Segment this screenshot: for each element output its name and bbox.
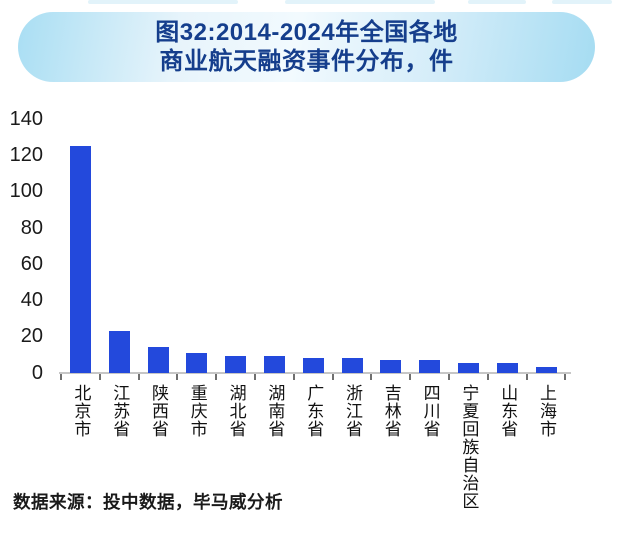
bar-湖北省 (225, 356, 247, 373)
x-axis-tick (409, 373, 412, 380)
x-axis-label: 江苏省 (110, 384, 130, 438)
cropped-top-edge-artifact (552, 0, 612, 4)
x-axis-label: 浙江省 (343, 384, 362, 438)
bar-江苏省 (108, 330, 130, 373)
x-axis-tick (331, 373, 334, 380)
x-axis-label: 上海市 (537, 384, 556, 438)
x-axis-tick (254, 373, 256, 380)
x-axis-label: 北京市 (71, 384, 91, 438)
bar-重庆市 (186, 352, 208, 373)
bar-宁夏回族自治区 (457, 363, 479, 373)
x-axis-label: 陕西省 (149, 384, 168, 438)
x-axis-line (59, 371, 571, 374)
chart-title-banner: 图32:2014-2024年全国各地 商业航天融资事件分布，件 (18, 12, 595, 82)
bar-山东省 (496, 363, 518, 373)
x-axis-tick (486, 373, 489, 380)
x-axis-label: 重庆市 (187, 384, 207, 438)
cropped-top-edge-artifact (88, 0, 238, 4)
x-axis-tick (215, 373, 218, 380)
y-axis-label: 140 (9, 107, 43, 130)
y-axis-label: 100 (9, 180, 43, 203)
y-axis-label: 40 (20, 289, 43, 311)
x-axis-label: 广东省 (304, 384, 324, 438)
x-axis-tick (525, 373, 528, 380)
y-axis-label: 60 (20, 252, 43, 275)
x-axis-tick (98, 373, 101, 380)
x-axis-label: 湖南省 (265, 384, 285, 438)
y-axis-label: 0 (31, 361, 43, 384)
bar-广东省 (302, 358, 324, 373)
y-axis-label: 20 (20, 325, 43, 348)
x-axis-label: 宁夏回族自治区 (459, 384, 479, 510)
chart-title-line-2: 商业航天融资事件分布，件 (159, 48, 454, 75)
x-axis-tick (137, 373, 140, 380)
x-axis-tick (292, 373, 295, 380)
x-axis-tick (176, 373, 179, 380)
cropped-top-edge-artifact (468, 0, 526, 4)
chart-title-line-1: 图32:2014-2024年全国各地 (155, 19, 458, 46)
x-axis-label: 湖北省 (226, 384, 246, 438)
bar-湖南省 (263, 356, 285, 373)
x-axis-label: 吉林省 (381, 384, 401, 438)
x-axis-tick (448, 373, 450, 380)
y-axis-label: 80 (20, 216, 43, 239)
bar-吉林省 (380, 359, 402, 373)
source-note: 数据来源：投中数据，毕马威分析 (13, 492, 283, 512)
bar-北京市 (69, 145, 91, 373)
bar-四川省 (419, 359, 441, 373)
x-axis-label: 四川省 (420, 384, 440, 438)
x-axis-tick (370, 373, 373, 380)
x-axis-tick (60, 373, 62, 380)
x-axis-tick (564, 373, 567, 380)
bar-上海市 (535, 367, 557, 373)
cropped-top-edge-artifact (285, 0, 435, 4)
y-axis-label: 120 (9, 144, 43, 166)
bar-陕西省 (147, 347, 169, 373)
x-axis-label: 山东省 (498, 384, 518, 438)
bar-浙江省 (341, 358, 363, 373)
